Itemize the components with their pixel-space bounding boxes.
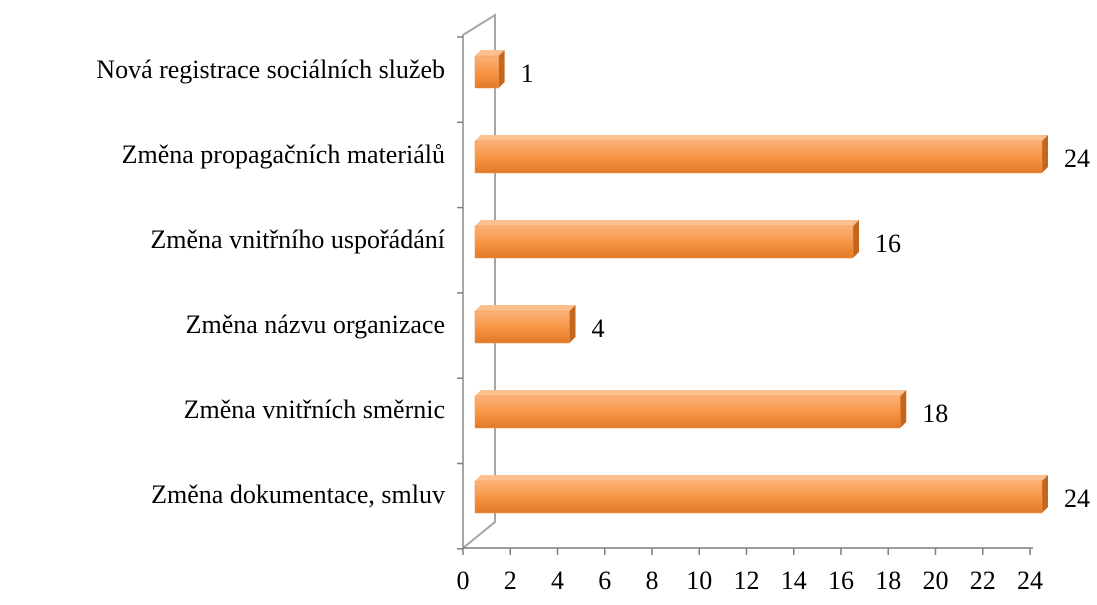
plot-wall <box>462 13 1033 551</box>
back-wall <box>462 13 496 551</box>
x-tick-label: 14 <box>781 566 807 595</box>
bar-group <box>474 475 1048 514</box>
bar-side <box>900 390 907 428</box>
value-label: 4 <box>592 314 605 343</box>
bar-top <box>475 390 907 396</box>
x-tick-label: 8 <box>646 566 659 595</box>
bar-side <box>1042 135 1048 173</box>
y-tick-label: Změna názvu organizace <box>186 310 445 339</box>
y-tick-label: Nová registrace sociálních služeb <box>96 55 445 84</box>
bar-group <box>474 50 505 89</box>
bar-top <box>475 135 1048 141</box>
bar <box>474 55 499 89</box>
bar-top <box>475 305 576 311</box>
bar <box>474 395 901 429</box>
bar-group <box>474 390 907 429</box>
bar-group <box>474 305 576 344</box>
value-label: 18 <box>922 399 948 428</box>
bar-side <box>498 50 505 88</box>
bar <box>474 140 1043 174</box>
x-tick-label: 18 <box>875 566 901 595</box>
x-tick-label: 6 <box>598 566 611 595</box>
x-tick-label: 16 <box>828 566 854 595</box>
x-tick-label: 12 <box>734 566 760 595</box>
bar-top <box>475 50 505 56</box>
y-tick-label: Změna dokumentace, smluv <box>151 480 445 509</box>
bar <box>474 225 854 259</box>
x-tick-label: 10 <box>686 566 712 595</box>
value-label: 24 <box>1064 484 1090 513</box>
bar-group <box>474 220 859 259</box>
x-tick-label: 22 <box>970 566 996 595</box>
bar <box>474 310 570 344</box>
bar-side <box>1042 475 1048 513</box>
bar <box>474 480 1043 514</box>
bar-top <box>475 220 859 226</box>
bar-top <box>475 475 1048 481</box>
bar-side <box>853 220 859 258</box>
x-tick-label: 2 <box>504 566 517 595</box>
value-label: 1 <box>521 59 534 88</box>
y-tick-label: Změna vnitřních směrnic <box>184 395 445 424</box>
x-tick-label: 4 <box>551 566 564 595</box>
x-tick-label: 20 <box>923 566 949 595</box>
x-tick-label: 24 <box>1017 566 1043 595</box>
y-tick-label: Změna vnitřního uspořádání <box>150 225 445 254</box>
value-label: 16 <box>875 229 901 258</box>
x-tick-label: 0 <box>457 566 470 595</box>
bar-group <box>474 135 1048 174</box>
y-tick-label: Změna propagačních materiálů <box>122 140 445 169</box>
bar-side <box>569 305 576 343</box>
value-label: 24 <box>1064 144 1090 173</box>
